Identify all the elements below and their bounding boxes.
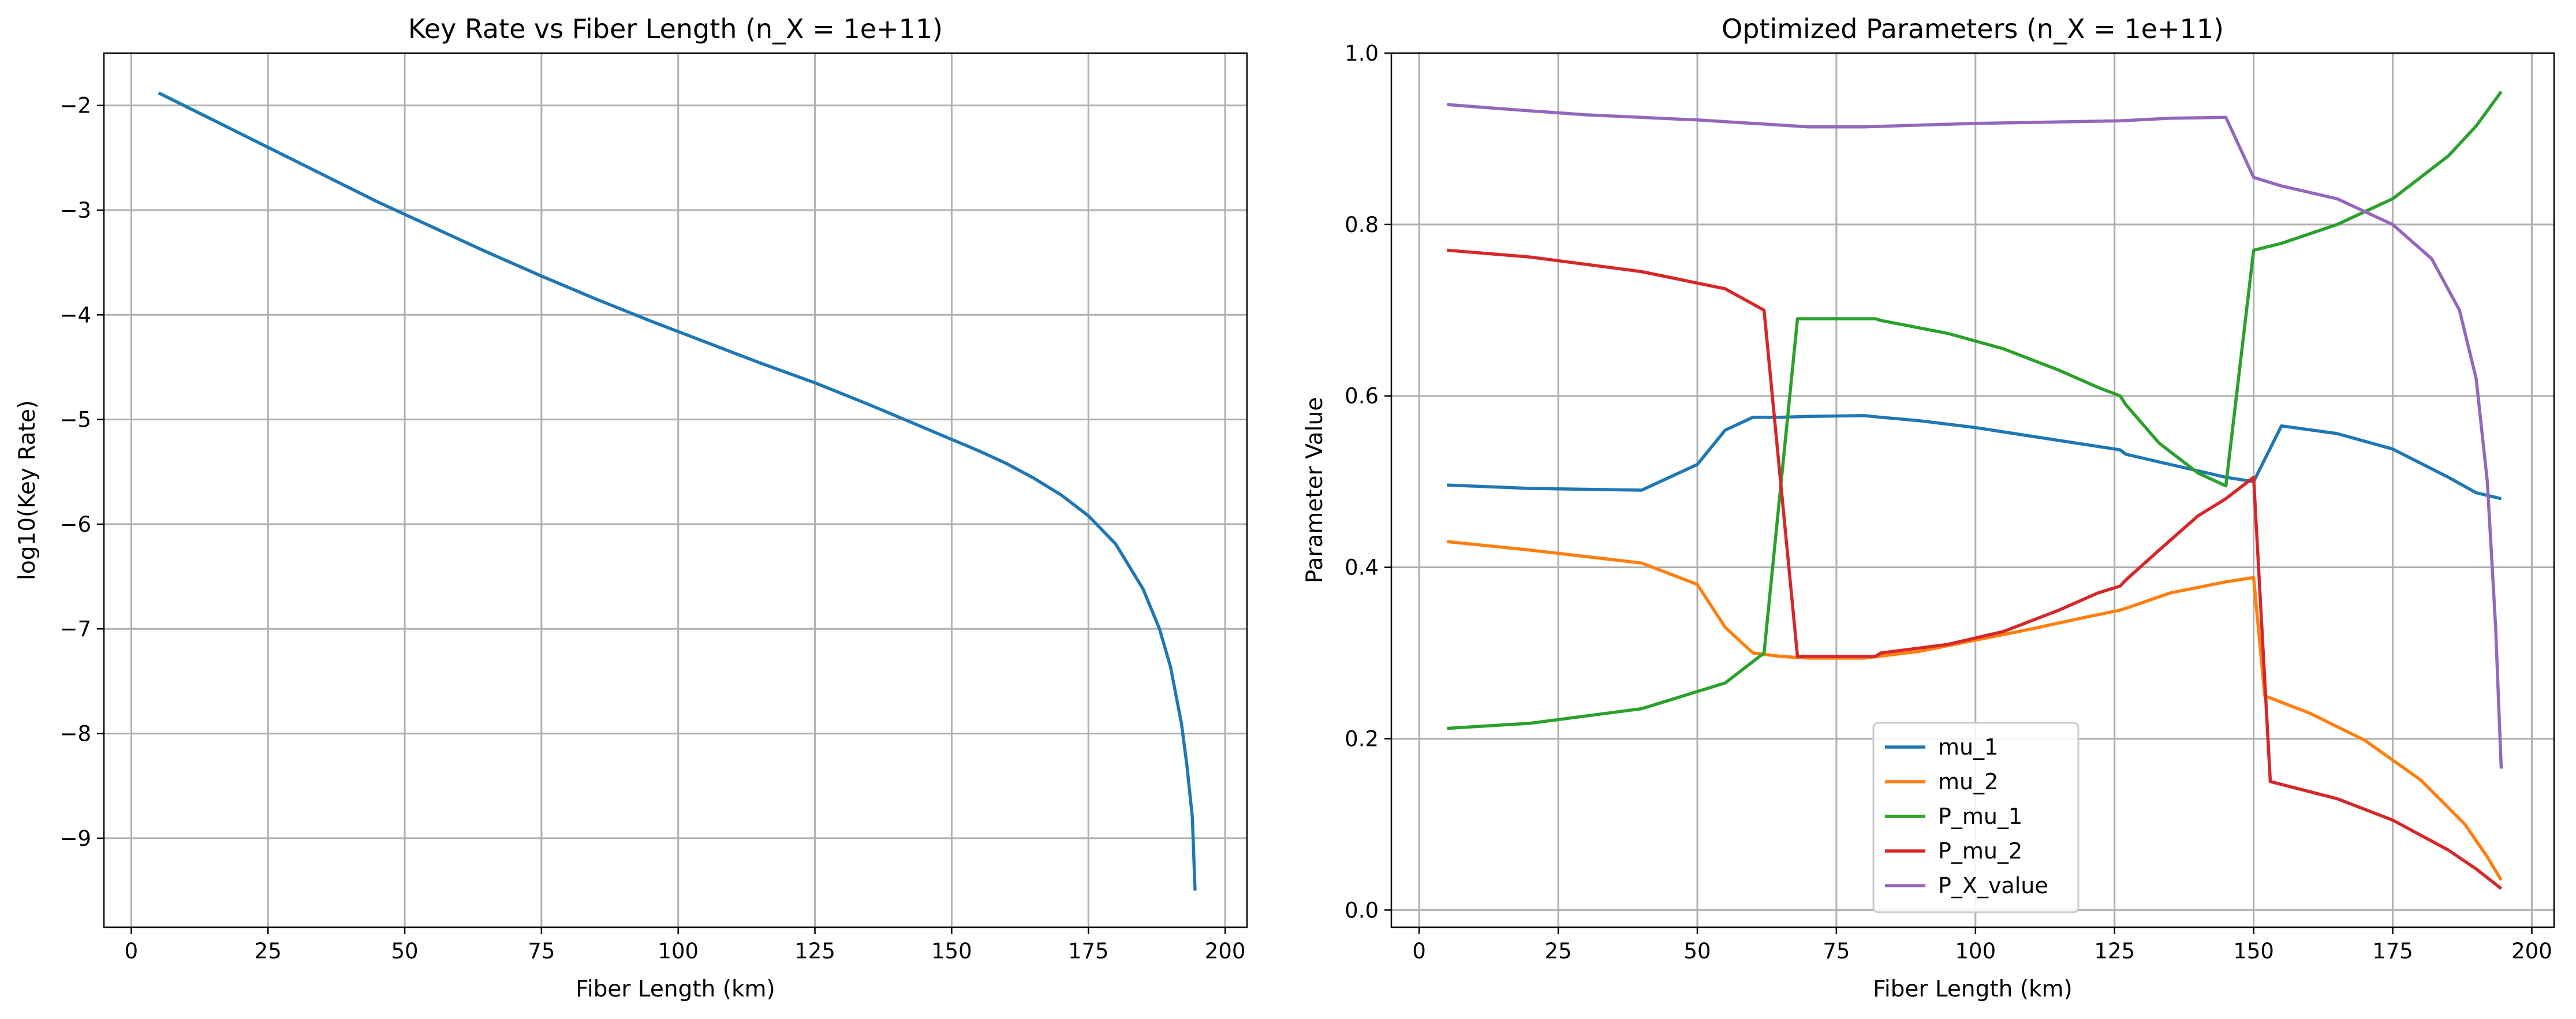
- parameters-y-tick-label: 0.6: [1345, 384, 1379, 409]
- legend-label-p-mu-1: P_mu_1: [1938, 804, 2022, 829]
- key-rate-y-tick-label: −7: [59, 617, 91, 641]
- legend-label-p-x-value: P_X_value: [1938, 873, 2048, 898]
- key-rate-grid: [104, 53, 1247, 927]
- parameters-x-tick-label: 50: [1683, 939, 1711, 964]
- key-rate-series: [158, 91, 1197, 891]
- parameters-x-tick-label: 125: [2094, 939, 2135, 964]
- parameters-x-axis-label: Fiber Length (km): [1873, 976, 2073, 1002]
- parameters-line-mu-1: [1447, 414, 2502, 501]
- optimized-parameters-chart: 0 25 50 75 100 125 150 175 200 0.0 0.2 0.4 0.6 0.8 1.0…: [1302, 13, 2555, 1002]
- key-rate-x-tick-label: 175: [1068, 939, 1109, 964]
- parameters-x-tick-label: 100: [1955, 939, 1996, 964]
- parameters-y-axis-label: Parameter Value: [1302, 397, 1328, 583]
- parameters-x-tick-label: 175: [2372, 939, 2413, 964]
- legend-box: [1872, 722, 2080, 913]
- parameters-legend: mu_1 mu_2 P_mu_1 P_mu_2 P_X_value: [1872, 722, 2080, 913]
- key-rate-x-axis-label: Fiber Length (km): [576, 976, 775, 1002]
- key-rate-y-tick-label: −5: [59, 408, 91, 432]
- key-rate-x-tick-label: 150: [931, 939, 972, 964]
- parameters-chart-title: Optimized Parameters (n_X = 1e+11): [1722, 13, 2224, 44]
- parameters-x-tick-label: 200: [2511, 939, 2552, 964]
- key-rate-x-tick-label: 100: [658, 939, 699, 964]
- parameters-ticks: 0 25 50 75 100 125 150 175 200 0.0 0.2 0.4 0.6 0.8 1.0: [1345, 41, 2552, 964]
- parameters-y-tick-label: 0.0: [1345, 898, 1379, 923]
- key-rate-x-tick-label: 50: [391, 939, 419, 964]
- key-rate-y-axis-label: log10(Key Rate): [14, 400, 40, 580]
- parameters-y-tick-label: 0.8: [1345, 212, 1379, 237]
- key-rate-y-tick-label: −6: [59, 512, 91, 537]
- key-rate-y-tick-label: −3: [59, 198, 91, 223]
- key-rate-x-tick-label: 75: [528, 939, 555, 964]
- key-rate-chart-title: Key Rate vs Fiber Length (n_X = 1e+11): [408, 13, 943, 44]
- key-rate-line-series-0: [158, 91, 1197, 891]
- parameters-x-tick-label: 0: [1412, 939, 1426, 964]
- key-rate-y-tick-label: −9: [59, 826, 91, 851]
- parameters-x-tick-label: 75: [1823, 939, 1850, 964]
- key-rate-plot-frame: [103, 52, 1248, 928]
- parameters-x-tick-label: 25: [1545, 939, 1572, 964]
- legend-label-mu-1: mu_1: [1938, 734, 1998, 760]
- key-rate-x-tick-label: 200: [1205, 939, 1246, 964]
- parameters-line-p-mu-1: [1447, 91, 2503, 730]
- key-rate-y-tick-label: −2: [59, 94, 91, 118]
- key-rate-ticks: 0 25 50 75 100 125 150 175 200 −9 −8 −7 −6 −5 −4 −3 −2: [59, 94, 1245, 964]
- parameters-plot-frame: [1390, 52, 2555, 928]
- parameters-line-p-x-value: [1447, 103, 2503, 769]
- key-rate-x-tick-label: 125: [794, 939, 835, 964]
- key-rate-x-tick-label: 25: [255, 939, 282, 964]
- key-rate-x-tick-label: 0: [125, 939, 139, 964]
- parameters-x-tick-label: 150: [2233, 939, 2274, 964]
- parameters-series: [1447, 91, 2503, 890]
- parameters-y-tick-label: 0.2: [1345, 726, 1379, 751]
- key-rate-y-tick-label: −8: [59, 722, 91, 746]
- parameters-y-tick-label: 0.4: [1345, 555, 1379, 580]
- parameters-line-mu-2: [1447, 540, 2503, 881]
- legend-label-p-mu-2: P_mu_2: [1938, 838, 2022, 864]
- parameters-line-p-mu-2: [1447, 248, 2503, 890]
- legend-label-mu-2: mu_2: [1938, 769, 1998, 794]
- parameters-y-tick-label: 1.0: [1345, 41, 1379, 66]
- key-rate-y-tick-label: −4: [59, 303, 91, 327]
